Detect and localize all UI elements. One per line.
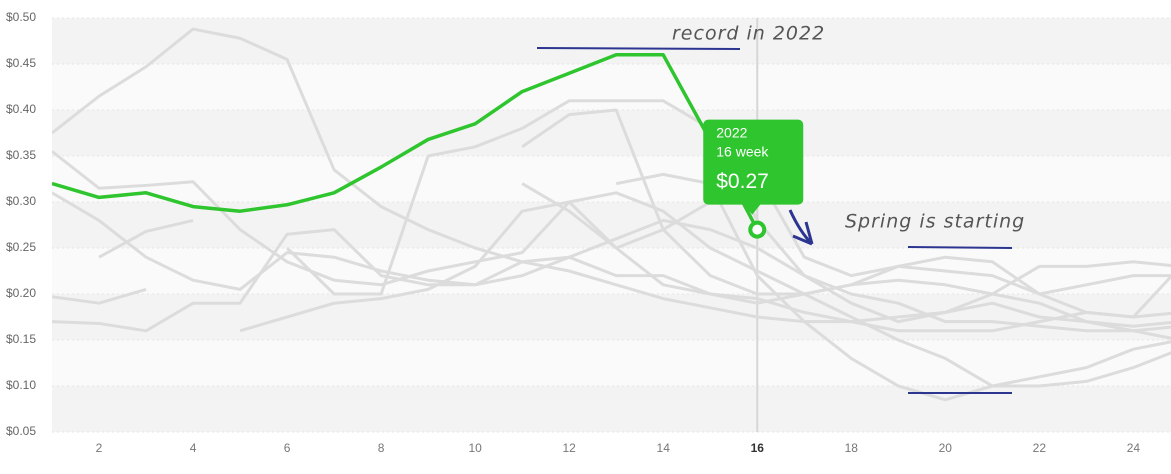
y-tick-label: $0.15 (6, 332, 36, 346)
y-tick-label: $0.20 (6, 286, 36, 300)
axis-labels: $0.05 $0.10 $0.15 $0.20 $0.25 $0.30 $0.35 $0.40… (6, 10, 1140, 455)
point-marker (748, 220, 767, 239)
x-tick-label: 22 (1033, 441, 1047, 455)
grid (52, 17, 1171, 433)
series-line (521, 172, 1171, 296)
x-tick-label: 18 (845, 441, 859, 455)
x-tick-label: 14 (657, 441, 671, 455)
underline (907, 246, 1013, 249)
series-line (52, 150, 1171, 388)
x-tick-label: 12 (563, 441, 577, 455)
x-tick-label: 2 (96, 441, 103, 455)
series-line (52, 228, 1171, 333)
tooltip-label: 16 week (716, 143, 769, 159)
y-tick-label: $0.40 (6, 102, 36, 116)
lines (52, 27, 1171, 402)
tooltip-title: 2022 (716, 124, 747, 140)
y-tick-label: $0.30 (6, 194, 36, 208)
series-line (52, 27, 1171, 328)
underline (536, 47, 741, 50)
x-tick-label: 10 (468, 441, 482, 455)
y-tick-label: $0.45 (6, 56, 36, 70)
y-tick-label: $0.50 (6, 10, 36, 24)
y-tick-label: $0.05 (6, 424, 36, 438)
series-line (98, 218, 194, 259)
x-tick-label: 16 (751, 441, 765, 455)
series-line (52, 287, 147, 305)
series-line (52, 53, 759, 231)
band (52, 110, 1171, 156)
x-tick-label: 8 (378, 441, 385, 455)
y-tick-label: $0.10 (6, 378, 36, 392)
series-line (52, 191, 1171, 333)
x-tick-label: 4 (190, 441, 197, 455)
arrow (788, 209, 814, 246)
band (52, 294, 1171, 340)
y-tick-label: $0.35 (6, 148, 36, 162)
annotations: record in 2022 Spring is starting (536, 23, 1025, 394)
x-tick-label: 20 (939, 441, 953, 455)
tooltip-box (703, 119, 804, 215)
tooltip: 2022 16 week $0.27 (703, 119, 804, 239)
y-tick-label: $0.25 (6, 240, 36, 254)
tooltip-value: $0.27 (716, 170, 769, 193)
annotation: record in 2022 (672, 23, 825, 45)
x-tick-label: 6 (284, 441, 291, 455)
band (52, 340, 1171, 386)
band (52, 248, 1171, 294)
annotation: Spring is starting (845, 211, 1025, 233)
x-tick-label: 24 (1127, 441, 1141, 455)
band (52, 64, 1171, 110)
